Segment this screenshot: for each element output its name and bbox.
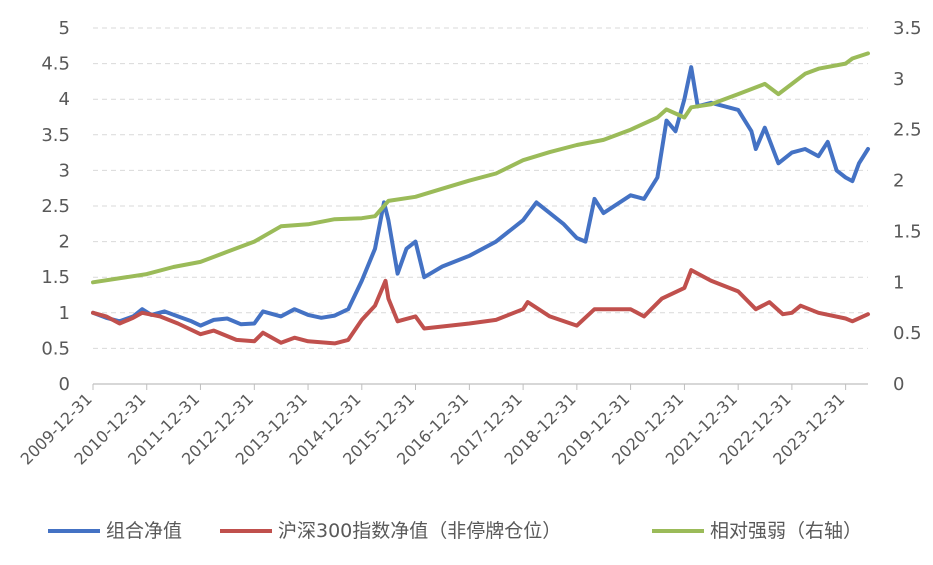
y-right-tick-label: 2.5 <box>893 120 922 141</box>
y-left-tick-label: 5 <box>59 18 70 39</box>
series-line-0 <box>91 65 870 328</box>
series-lines <box>91 51 870 346</box>
y-left-tick-label: 3.5 <box>41 125 70 146</box>
legend: 组合净值 沪深300指数净值（非停牌仓位） 相对强弱（右轴） <box>48 520 862 542</box>
y-right-tick-label: 3.5 <box>893 18 922 39</box>
y-left-tick-label: 4.5 <box>41 54 70 75</box>
axes: 00.511.522.533.544.5500.511.522.533.5200… <box>17 18 922 469</box>
y-left-tick-label: 3 <box>59 160 70 181</box>
grid-lines <box>93 27 868 349</box>
y-right-tick-label: 0.5 <box>893 323 922 344</box>
y-right-tick-label: 2 <box>893 171 904 192</box>
y-right-tick-label: 1 <box>893 272 904 293</box>
y-left-tick-label: 2 <box>59 232 70 253</box>
series-line-2 <box>91 51 870 285</box>
y-left-tick-label: 0 <box>59 374 70 395</box>
y-right-tick-label: 0 <box>893 374 904 395</box>
y-right-tick-label: 1.5 <box>893 221 922 242</box>
legend-item: 沪深300指数净值（非停牌仓位） <box>220 520 561 542</box>
y-right-tick-label: 3 <box>893 69 904 90</box>
legend-label: 组合净值 <box>106 520 182 542</box>
legend-item: 组合净值 <box>48 520 182 542</box>
y-left-tick-label: 1 <box>59 303 70 324</box>
series-line-1 <box>91 268 870 346</box>
y-left-tick-label: 2.5 <box>41 196 70 217</box>
legend-label: 相对强弱（右轴） <box>710 520 862 542</box>
y-left-tick-label: 0.5 <box>41 338 70 359</box>
y-left-tick-label: 1.5 <box>41 267 70 288</box>
legend-label: 沪深300指数净值（非停牌仓位） <box>278 520 561 542</box>
legend-item: 相对强弱（右轴） <box>652 520 862 542</box>
y-left-tick-label: 4 <box>59 89 70 110</box>
